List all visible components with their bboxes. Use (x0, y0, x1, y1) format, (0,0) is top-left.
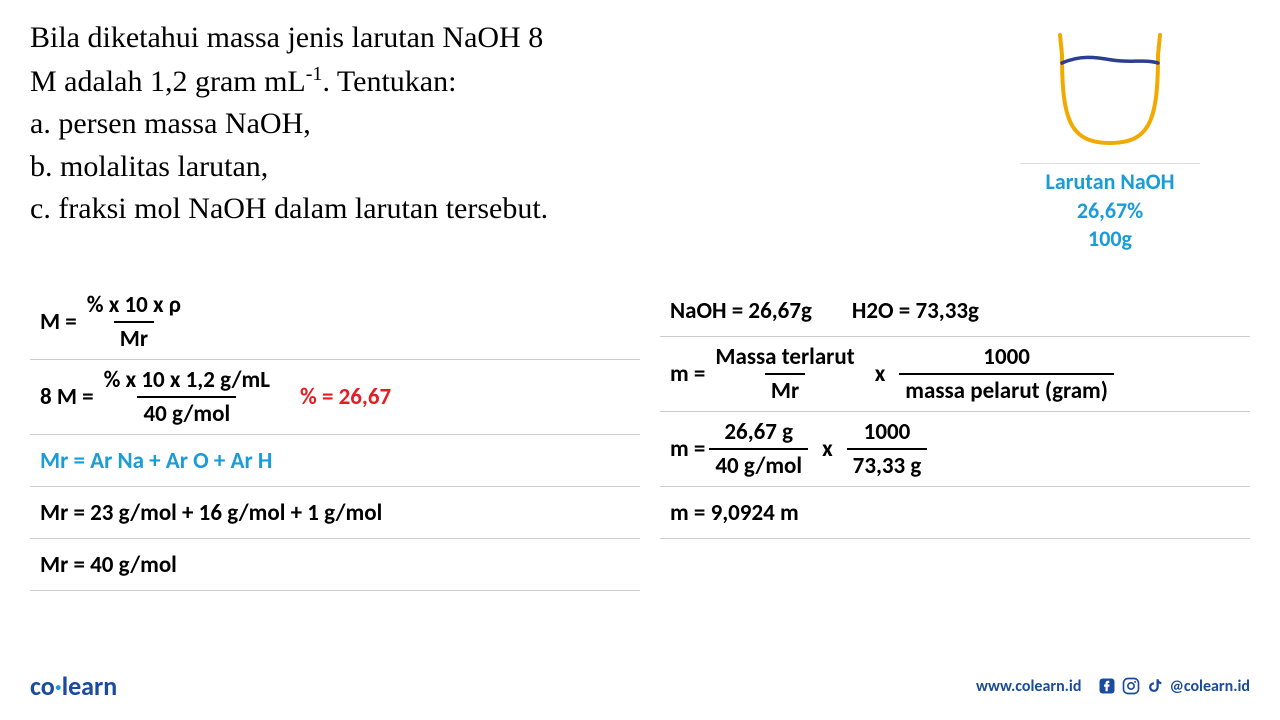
brand-logo: co·learn (30, 670, 117, 702)
tiktok-icon (1145, 676, 1165, 696)
q-item-c: c. fraksi mol NaOH dalam larutan tersebu… (30, 189, 910, 230)
footer-url: www.colearn.id (976, 677, 1081, 696)
q-line2: M adalah 1,2 gram mL-1. Tentukan: (30, 61, 910, 103)
left-row-5: Mr = 40 g/mol (30, 539, 640, 591)
left-row-3: Mr = Ar Na + Ar O + Ar H (30, 435, 640, 487)
right-row-2: m = Massa terlarut Mr x 1000 massa pelar… (660, 337, 1250, 412)
left-row-4: Mr = 23 g/mol + 16 g/mol + 1 g/mol (30, 487, 640, 539)
right-row-1: NaOH = 26,67g H2O = 73,33g (660, 285, 1250, 337)
q-item-b: b. molalitas larutan, (30, 147, 910, 188)
q-item-a: a. persen massa NaOH, (30, 104, 910, 145)
beaker-diagram: Larutan NaOH 26,67% 100g (1020, 25, 1200, 254)
beaker-icon (1040, 25, 1180, 155)
social-links: @colearn.id (1097, 676, 1250, 696)
question-text: Bila diketahui massa jenis larutan NaOH … (30, 18, 910, 230)
fraction: 26,67 g 40 g/mol (709, 418, 808, 480)
facebook-icon (1097, 676, 1117, 696)
right-row-3: m = 26,67 g 40 g/mol x 1000 73,33 g (660, 412, 1250, 487)
footer-right: www.colearn.id @colearn.id (976, 676, 1250, 696)
left-row-1: M = % x 10 x ρ Mr (30, 285, 640, 360)
fraction: % x 10 x ρ Mr (81, 291, 187, 353)
instagram-icon (1121, 676, 1141, 696)
right-row-4: m = 9,0924 m (660, 487, 1250, 539)
left-row-2: 8 M = % x 10 x 1,2 g/mL 40 g/mol % = 26,… (30, 360, 640, 435)
left-column: M = % x 10 x ρ Mr 8 M = % x 10 x 1,2 g/m… (30, 285, 640, 591)
percent-result: % = 26,67 (300, 383, 391, 411)
fraction: % x 10 x 1,2 g/mL 40 g/mol (98, 366, 276, 428)
fraction: 1000 73,33 g (847, 418, 928, 480)
right-column: NaOH = 26,67g H2O = 73,33g m = Massa ter… (660, 285, 1250, 539)
fraction: Massa terlarut Mr (709, 343, 860, 405)
fraction: 1000 massa pelarut (gram) (899, 343, 1114, 405)
footer: co·learn www.colearn.id @colearn.id (30, 670, 1250, 702)
social-handle: @colearn.id (1169, 677, 1250, 696)
diagram-label: Larutan NaOH 26,67% 100g (1020, 163, 1200, 254)
q-line1: Bila diketahui massa jenis larutan NaOH … (30, 18, 910, 59)
